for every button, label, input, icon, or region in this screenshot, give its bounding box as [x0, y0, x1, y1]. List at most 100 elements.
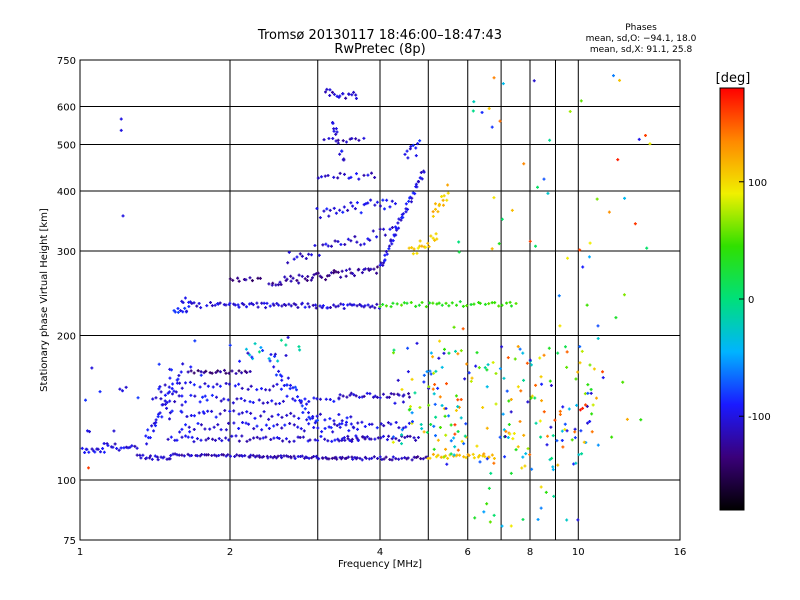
echo-point [553, 418, 557, 422]
echo-point [366, 303, 370, 307]
echo-point [187, 425, 191, 429]
echo-point [401, 212, 405, 216]
echo-point [414, 304, 418, 308]
echo-point [298, 252, 302, 256]
echo-point [363, 267, 367, 271]
echo-point [177, 373, 181, 377]
echo-point [340, 455, 344, 459]
echo-point [514, 448, 518, 452]
echo-point [278, 402, 282, 406]
echo-point [324, 90, 328, 94]
echo-point [303, 407, 307, 411]
echo-point [442, 455, 446, 459]
echo-point [578, 361, 582, 365]
echo-point [136, 396, 140, 400]
echo-point [382, 424, 386, 428]
echo-point [385, 198, 389, 202]
echo-point [218, 384, 222, 388]
echo-point [446, 456, 450, 460]
echo-point [407, 408, 411, 412]
echo-point [168, 411, 172, 415]
echo-point [551, 434, 555, 438]
echo-point [344, 96, 348, 100]
echo-point [516, 385, 520, 389]
echo-point [520, 466, 524, 470]
echo-point [355, 240, 359, 244]
echo-point [233, 303, 237, 307]
echo-point [117, 448, 121, 452]
echo-point [578, 248, 582, 252]
echo-point [442, 351, 446, 355]
echo-point [447, 351, 451, 355]
echo-point [280, 456, 284, 460]
echo-point [133, 444, 137, 448]
echo-point [498, 367, 502, 371]
echo-point [504, 429, 508, 433]
echo-point [181, 310, 185, 314]
echo-point [250, 279, 254, 283]
echo-point [341, 210, 345, 214]
echo-point [232, 409, 236, 413]
echo-point [442, 194, 446, 198]
echo-point [458, 453, 462, 457]
echo-point [184, 423, 188, 427]
echo-point [251, 453, 255, 457]
echo-point [241, 421, 245, 425]
echo-point [359, 304, 363, 308]
echo-point [577, 453, 581, 457]
echo-point [312, 426, 316, 430]
echo-point [338, 171, 342, 175]
echo-point [403, 435, 407, 439]
echo-point [167, 385, 171, 389]
echo-point [420, 427, 424, 431]
echo-point [354, 93, 358, 97]
echo-point [335, 424, 339, 428]
echo-point [382, 457, 386, 461]
echo-point [454, 408, 458, 412]
echo-point [388, 227, 392, 231]
echo-point [320, 430, 324, 434]
echo-point [204, 438, 208, 442]
echo-point [299, 427, 303, 431]
echo-point [156, 458, 160, 462]
echo-point [282, 454, 286, 458]
echo-point [357, 138, 361, 142]
echo-point [462, 442, 466, 446]
echo-point [372, 267, 376, 271]
y-axis-label: Stationary phase Virtual Height [km] [39, 208, 50, 392]
echo-point [521, 455, 525, 459]
echo-point [328, 398, 332, 402]
echo-point [588, 363, 592, 367]
echo-point [406, 456, 410, 460]
echo-point [274, 373, 278, 377]
echo-point [119, 446, 123, 450]
echo-point [252, 436, 256, 440]
echo-point [489, 471, 493, 475]
echo-point [431, 210, 435, 214]
echo-point [371, 229, 375, 233]
echo-point [201, 395, 205, 399]
echo-point [306, 275, 310, 279]
echo-point [245, 410, 249, 414]
echo-point [492, 513, 496, 517]
echo-point [342, 172, 346, 176]
echo-point [308, 417, 312, 421]
echo-point [409, 144, 413, 148]
echo-point [260, 428, 264, 432]
x-tick-label: 16 [674, 547, 687, 558]
echo-point [170, 409, 174, 413]
echo-point [275, 423, 279, 427]
echo-point [432, 371, 436, 375]
echo-point [530, 467, 534, 471]
echo-point [101, 447, 105, 451]
echo-point [416, 180, 420, 184]
echo-point [348, 267, 352, 271]
echo-point [378, 204, 382, 208]
echo-point [299, 399, 303, 403]
echo-point [163, 399, 167, 403]
echo-point [206, 436, 210, 440]
echo-point [155, 455, 159, 459]
echo-point [552, 494, 556, 498]
echo-point [529, 363, 533, 367]
